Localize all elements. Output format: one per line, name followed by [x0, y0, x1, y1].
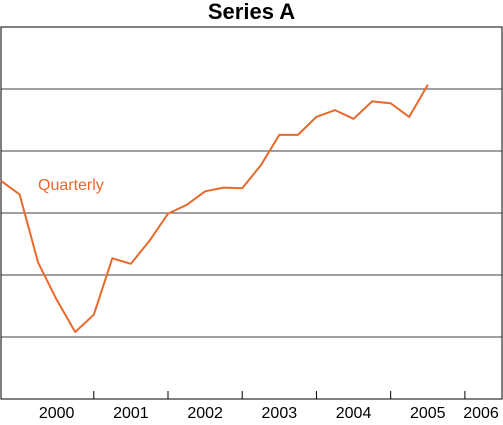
- x-axis: 2000 2001 2002 2003 2004 2005 2006: [39, 391, 499, 422]
- x-tick-label: 2005: [410, 405, 446, 420]
- x-tick-label: 2004: [336, 405, 372, 420]
- x-tick-label: 2002: [187, 405, 223, 420]
- x-tick-label: 2001: [113, 405, 149, 420]
- series-layer: Quarterly: [0, 84, 429, 333]
- x-tick-label: 2000: [39, 405, 75, 420]
- chart-title: Series A: [208, 0, 295, 24]
- plot-frame: [0, 26, 503, 400]
- x-tick-label: 2006: [463, 405, 499, 420]
- grid-lines: [1, 88, 502, 338]
- x-tick-label: 2003: [262, 405, 298, 420]
- series-line-quarterly: [0, 84, 429, 333]
- series-label: Quarterly: [38, 177, 104, 194]
